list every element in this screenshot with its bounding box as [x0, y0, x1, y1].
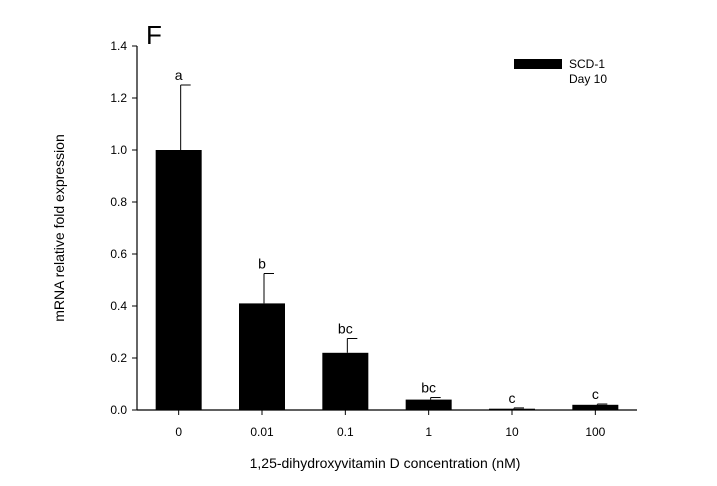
bar-0 [155, 150, 202, 410]
significance-letters-group: a b bc bc c c [175, 67, 599, 406]
x-ticks-group: 0 0.01 0.1 1 10 100 [175, 410, 606, 439]
x-tick-label-1: 1 [425, 425, 432, 439]
y-tick-label-0.4: 0.4 [110, 299, 127, 313]
x-tick-label-0.1: 0.1 [337, 425, 354, 439]
x-tick-label-0: 0 [175, 425, 182, 439]
x-tick-label-10: 10 [505, 425, 519, 439]
x-tick-label-0.01: 0.01 [250, 425, 274, 439]
y-tick-label-0.0: 0.0 [110, 403, 127, 417]
y-tick-label-1.0: 1.0 [110, 143, 127, 157]
bar-1 [405, 399, 452, 410]
significance-letter-100: c [592, 386, 599, 402]
y-tick-label-1.2: 1.2 [110, 91, 127, 105]
x-axis-title: 1,25-dihydroxyvitamin D concentration (n… [250, 455, 521, 471]
legend-label-series: SCD-1 [569, 57, 605, 71]
y-tick-label-0.8: 0.8 [110, 195, 127, 209]
significance-letter-10: c [509, 390, 516, 406]
significance-letter-0.1: bc [338, 321, 353, 337]
significance-letter-1: bc [421, 380, 436, 396]
panel-label: F [146, 20, 162, 50]
error-bars-group [180, 84, 608, 409]
bars-group [155, 150, 619, 410]
bar-10 [489, 408, 535, 410]
y-ticks-group: 0.0 0.2 0.4 0.6 0.8 1.0 1.2 1.4 [110, 39, 137, 417]
y-axis-title: mRNA relative fold expression [51, 134, 67, 322]
x-tick-label-100: 100 [585, 425, 605, 439]
y-tick-label-0.2: 0.2 [110, 351, 127, 365]
legend-label-day: Day 10 [569, 72, 607, 86]
y-tick-label-0.6: 0.6 [110, 247, 127, 261]
significance-letter-0.01: b [258, 256, 266, 272]
y-tick-label-1.4: 1.4 [110, 39, 127, 53]
legend: SCD-1 Day 10 [514, 57, 607, 86]
significance-letter-0: a [175, 67, 183, 83]
bar-0.1 [322, 352, 369, 410]
bar-100 [572, 404, 619, 410]
legend-swatch [514, 59, 562, 69]
bar-0.01 [239, 303, 285, 410]
